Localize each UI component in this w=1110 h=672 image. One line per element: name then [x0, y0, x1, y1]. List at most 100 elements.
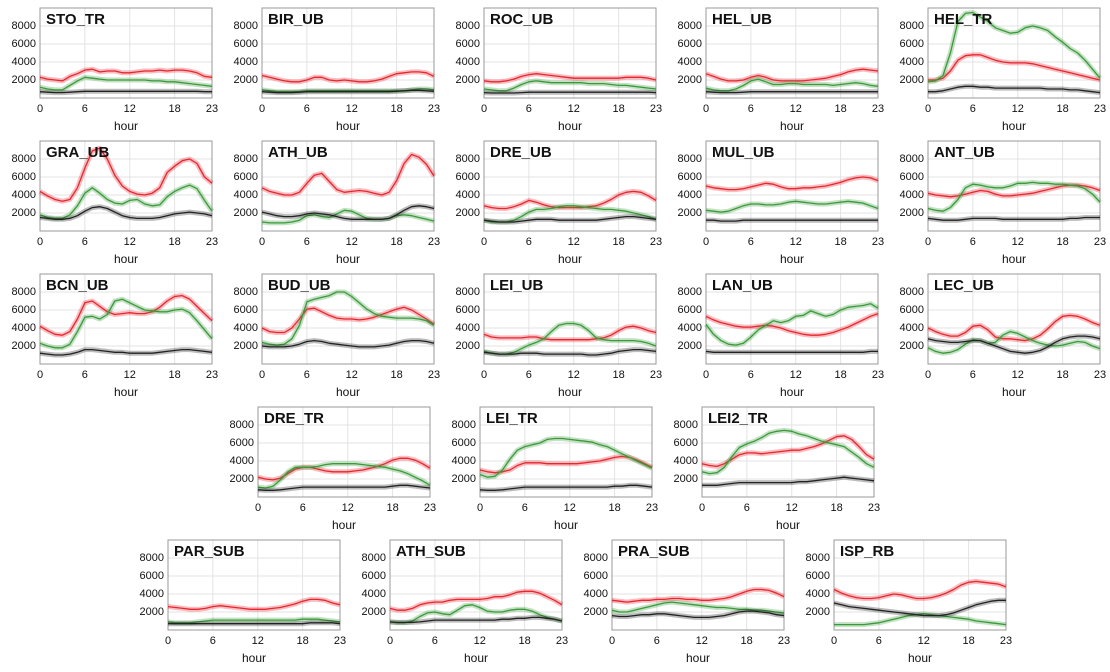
x-tick-label: 23 — [428, 369, 440, 381]
x-tick-label: 23 — [428, 103, 440, 115]
line — [261, 339, 435, 348]
line — [611, 601, 785, 614]
y-tick-label: 2000 — [584, 606, 608, 618]
x-tick-label: 6 — [526, 236, 532, 248]
line — [167, 618, 341, 624]
y-tick-label: 4000 — [584, 588, 608, 600]
panel-title: LEI_TR — [486, 410, 538, 427]
x-tick-label: 18 — [168, 103, 180, 115]
line — [928, 85, 1101, 94]
x-tick-label: 23 — [334, 635, 346, 647]
line — [483, 73, 657, 83]
panel-title: ANT_UB — [934, 144, 995, 161]
x-axis-label: hour — [908, 651, 932, 665]
x-tick-label: 23 — [1000, 635, 1012, 647]
plot-frame — [927, 7, 1101, 99]
x-axis-label: hour — [554, 518, 578, 532]
y-tick-label: 8000 — [678, 20, 702, 32]
x-axis-label: hour — [558, 252, 582, 266]
x-tick-label: 6 — [82, 236, 88, 248]
panel-title: LEI_UB — [490, 277, 544, 294]
plot-frame — [611, 539, 785, 631]
x-tick-label: 6 — [300, 502, 306, 514]
y-tick-label: 2000 — [456, 74, 480, 86]
x-tick-label: 12 — [696, 635, 708, 647]
line — [483, 91, 657, 94]
panel-title: ROC_UB — [490, 11, 554, 28]
plot-frame — [167, 539, 341, 631]
x-tick-label: 0 — [703, 369, 709, 381]
x-tick-label: 0 — [481, 103, 487, 115]
x-axis-label: hour — [336, 385, 360, 399]
x-axis-label: hour — [114, 119, 138, 133]
x-tick-label: 18 — [1056, 103, 1068, 115]
x-tick-label: 23 — [778, 635, 790, 647]
x-tick-label: 18 — [168, 236, 180, 248]
y-tick-label: 8000 — [234, 20, 258, 32]
x-tick-label: 6 — [304, 369, 310, 381]
x-tick-label: 12 — [790, 369, 802, 381]
x-tick-label: 0 — [925, 369, 931, 381]
y-tick-label: 6000 — [900, 304, 924, 316]
line — [705, 78, 879, 92]
x-tick-label: 12 — [786, 502, 798, 514]
x-tick-label: 0 — [699, 502, 705, 514]
y-tick-label: 8000 — [456, 153, 480, 165]
x-axis-label: hour — [332, 518, 356, 532]
line — [927, 335, 1101, 354]
line — [483, 348, 657, 356]
x-tick-label: 12 — [1012, 103, 1024, 115]
x-tick-label: 23 — [424, 502, 436, 514]
x-axis-label: hour — [780, 385, 804, 399]
panel-title: GRA_UB — [46, 144, 110, 161]
line — [483, 322, 657, 355]
y-tick-label: 4000 — [12, 56, 36, 68]
y-tick-label: 4000 — [234, 56, 258, 68]
x-tick-label: 18 — [1056, 369, 1068, 381]
x-axis-label: hour — [242, 651, 266, 665]
y-tick-label: 2000 — [12, 74, 36, 86]
x-tick-label: 23 — [868, 502, 880, 514]
line — [701, 435, 875, 468]
x-tick-label: 6 — [522, 502, 528, 514]
panel-title: BUD_UB — [268, 277, 331, 294]
y-tick-label: 4000 — [674, 455, 698, 467]
x-axis-label: hour — [776, 518, 800, 532]
y-tick-label: 8000 — [584, 552, 608, 564]
line — [611, 588, 785, 603]
panel-title: DRE_UB — [490, 144, 552, 161]
line — [927, 11, 1101, 83]
x-tick-label: 6 — [304, 236, 310, 248]
y-tick-label: 6000 — [12, 38, 36, 50]
line — [389, 590, 563, 611]
panel-title: LEC_UB — [934, 277, 994, 294]
x-tick-label: 12 — [918, 635, 930, 647]
y-tick-label: 4000 — [456, 322, 480, 334]
y-tick-label: 4000 — [456, 189, 480, 201]
line — [701, 429, 875, 475]
plot-frame — [483, 7, 657, 99]
x-tick-label: 0 — [477, 502, 483, 514]
x-tick-label: 0 — [387, 635, 393, 647]
line — [39, 348, 213, 356]
y-tick-label: 2000 — [234, 74, 258, 86]
x-tick-label: 6 — [970, 236, 976, 248]
line — [483, 215, 657, 223]
x-tick-label: 18 — [386, 502, 398, 514]
x-tick-label: 12 — [474, 635, 486, 647]
x-tick-label: 12 — [790, 103, 802, 115]
x-tick-label: 18 — [390, 103, 402, 115]
y-tick-label: 4000 — [452, 455, 476, 467]
x-tick-label: 6 — [526, 369, 532, 381]
x-tick-label: 0 — [259, 103, 265, 115]
y-tick-label: 8000 — [452, 419, 476, 431]
x-axis-label: hour — [114, 252, 138, 266]
y-tick-label: 2000 — [234, 340, 258, 352]
x-axis-label: hour — [686, 651, 710, 665]
x-tick-label: 0 — [925, 103, 931, 115]
